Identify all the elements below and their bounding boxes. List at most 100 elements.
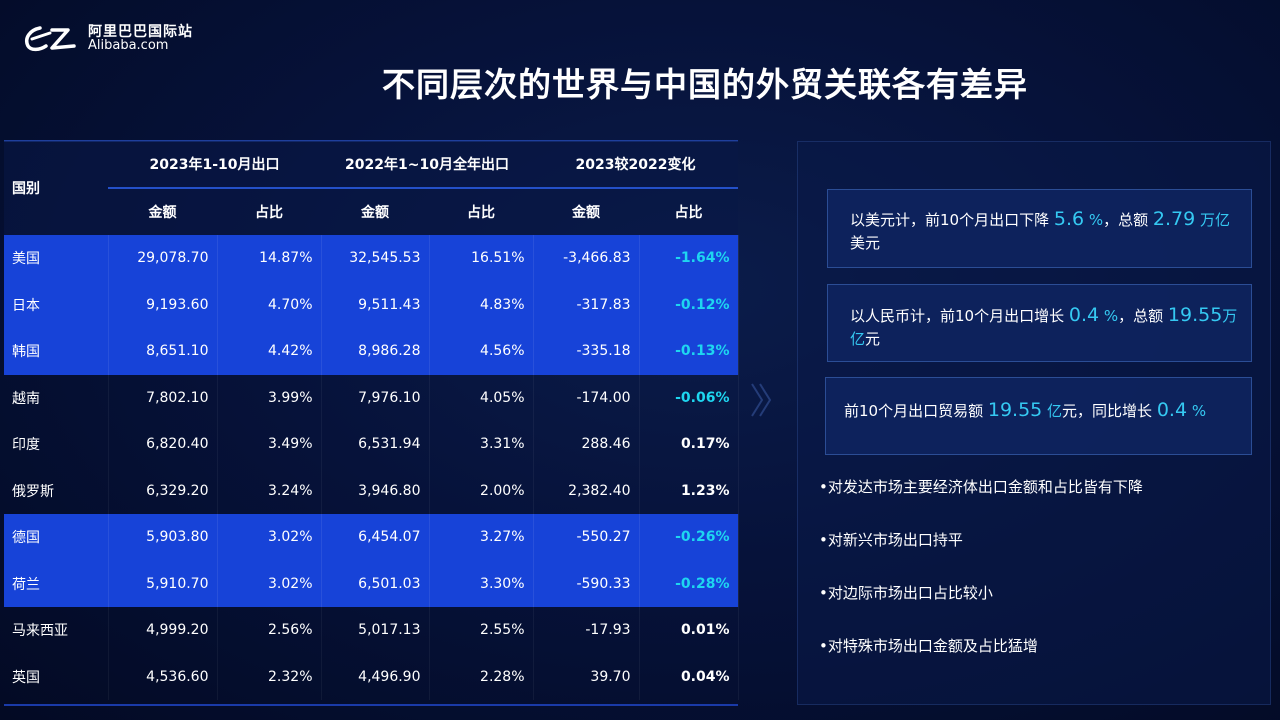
cell-share-change: 1.23% [639, 467, 739, 514]
card-number: 0.4 [1068, 304, 1100, 326]
cell-share-2023: 3.99% [217, 374, 322, 421]
bullet-item: •对边际市场出口占比较小 [819, 584, 993, 602]
alibaba-logo: 阿里巴巴国际站 Alibaba.com [22, 20, 202, 56]
cell-share-2022: 4.05% [429, 374, 534, 421]
cell-amount-2023: 5,910.70 [108, 560, 218, 607]
cell-share-2022: 4.83% [429, 281, 534, 328]
bullet-item: •对新兴市场出口持平 [819, 531, 963, 549]
cell-share-change: 0.04% [639, 653, 739, 700]
cell-amount-change: -3,466.83 [533, 235, 640, 282]
cell-share-2023: 3.02% [217, 560, 322, 607]
cell-amount-2022: 6,531.94 [321, 421, 430, 468]
cell-amount-change: -174.00 [533, 374, 640, 421]
cell-share-2023: 3.49% [217, 421, 322, 468]
page-title: 不同层次的世界与中国的外贸关联各有差异 [382, 65, 1028, 104]
cell-amount-2023: 29,078.70 [108, 235, 218, 282]
table-row: 马来西亚 4,999.20 2.56% 5,017.13 2.55% -17.93 0.01… [4, 607, 739, 654]
cell-share-2022: 4.56% [429, 328, 534, 375]
cell-country: 荷兰 [4, 560, 109, 607]
cell-country: 印度 [4, 421, 109, 468]
card-text: ，总额 [1103, 211, 1153, 229]
cell-share-change: 0.01% [639, 607, 739, 654]
cell-amount-2023: 9,193.60 [108, 281, 218, 328]
cell-amount-2022: 32,545.53 [321, 235, 430, 282]
cell-share-change: -1.64% [639, 235, 739, 282]
header-change: 2023较2022变化 [533, 141, 739, 189]
cell-amount-2022: 7,976.10 [321, 374, 430, 421]
cell-amount-change: 2,382.40 [533, 467, 640, 514]
table-row: 荷兰 5,910.70 3.02% 6,501.03 3.30% -590.33 -0.28… [4, 560, 739, 607]
cell-amount-2022: 6,454.07 [321, 514, 430, 561]
cell-country: 俄罗斯 [4, 467, 109, 514]
cell-share-2022: 3.30% [429, 560, 534, 607]
header-country: 国别 [12, 181, 40, 197]
cell-share-2022: 2.28% [429, 653, 534, 700]
table-row: 韩国 8,651.10 4.42% 8,986.28 4.56% -335.18 -0.13… [4, 328, 739, 375]
cell-share-2022: 3.31% [429, 421, 534, 468]
bullet-item: •对特殊市场出口金额及占比猛增 [819, 637, 1038, 655]
cell-amount-change: -317.83 [533, 281, 640, 328]
table-row: 美国 29,078.70 14.87% 32,545.53 16.51% -3,466.8… [4, 235, 739, 282]
cell-share-2023: 4.42% [217, 328, 322, 375]
card-text: 以人民币计，前10个月出口增长 [850, 307, 1069, 325]
cell-share-2023: 3.24% [217, 467, 322, 514]
card-text: 元，同比增长 [1062, 402, 1157, 420]
card-number: 2.79 [1152, 208, 1196, 230]
cell-amount-2023: 6,820.40 [108, 421, 218, 468]
cell-share-change: -0.28% [639, 560, 739, 607]
cell-amount-2022: 9,511.43 [321, 281, 430, 328]
card-unit: 万亿 [1195, 211, 1230, 229]
cell-amount-2023: 5,903.80 [108, 514, 218, 561]
table-row: 英国 4,536.60 2.32% 4,496.90 2.28% 39.70 0.04% [4, 653, 739, 700]
card-number: 19.55 [1167, 304, 1223, 326]
table-row: 德国 5,903.80 3.02% 6,454.07 3.27% -550.27 -0.26… [4, 514, 739, 561]
cell-amount-2023: 7,802.10 [108, 374, 218, 421]
cell-country: 马来西亚 [4, 607, 109, 654]
cell-amount-2022: 6,501.03 [321, 560, 430, 607]
card-text: 元 [865, 329, 881, 348]
cell-amount-change: 288.46 [533, 421, 640, 468]
header-share: 占比 [467, 205, 495, 221]
logo-chinese-text: 阿里巴巴国际站 [88, 24, 193, 40]
cell-amount-2023: 8,651.10 [108, 328, 218, 375]
table-row: 印度 6,820.40 3.49% 6,531.94 3.31% 288.46 0.17% [4, 421, 739, 468]
table-row: 俄罗斯 6,329.20 3.24% 3,946.80 2.00% 2,382.40 1.2… [4, 467, 739, 514]
cell-amount-2023: 6,329.20 [108, 467, 218, 514]
header-amount: 金额 [148, 205, 177, 221]
table-bottom-divider [4, 704, 738, 706]
card-number: 0.4 [1156, 399, 1188, 421]
header-share: 占比 [255, 205, 283, 221]
cell-share-2022: 16.51% [429, 235, 534, 282]
cell-share-2022: 2.00% [429, 467, 534, 514]
cell-amount-change: -590.33 [533, 560, 640, 607]
card-unit: % [1099, 307, 1119, 325]
cell-amount-change: -550.27 [533, 514, 640, 561]
cell-share-change: 0.17% [639, 421, 739, 468]
cell-country: 英国 [4, 653, 109, 700]
header-amount: 金额 [361, 205, 389, 221]
card-unit: 亿 [1042, 402, 1063, 420]
bullet-item: •对发达市场主要经济体出口金额和占比皆有下降 [819, 478, 1143, 496]
cell-amount-change: -335.18 [533, 328, 640, 375]
cell-share-2023: 2.56% [217, 607, 322, 654]
cell-share-2022: 2.55% [429, 607, 534, 654]
cell-amount-change: -17.93 [533, 607, 640, 654]
cell-amount-2022: 8,986.28 [321, 328, 430, 375]
card-text: 美元 [850, 233, 881, 252]
card-unit: % [1187, 402, 1207, 420]
cell-amount-2023: 4,536.60 [108, 653, 218, 700]
card-text: ，总额 [1118, 307, 1168, 325]
header-share: 占比 [674, 205, 703, 221]
cell-share-change: -0.12% [639, 281, 739, 328]
card-unit: % [1084, 211, 1104, 229]
cell-share-change: -0.06% [639, 374, 739, 421]
header-amount: 金额 [572, 205, 601, 221]
cell-amount-2022: 5,017.13 [321, 607, 430, 654]
cell-share-2023: 2.32% [217, 653, 322, 700]
header-2022: 2022年1~10月全年出口 [321, 141, 534, 189]
rmb-summary-card: 以人民币计，前10个月出口增长 0.4 %，总额 19.55万亿元 [827, 284, 1252, 362]
cell-amount-2023: 4,999.20 [108, 607, 218, 654]
card-unit: 万亿 [850, 307, 1238, 348]
card-text: 以美元计，前10个月出口下降 [850, 211, 1054, 229]
cell-country: 美国 [4, 235, 109, 282]
